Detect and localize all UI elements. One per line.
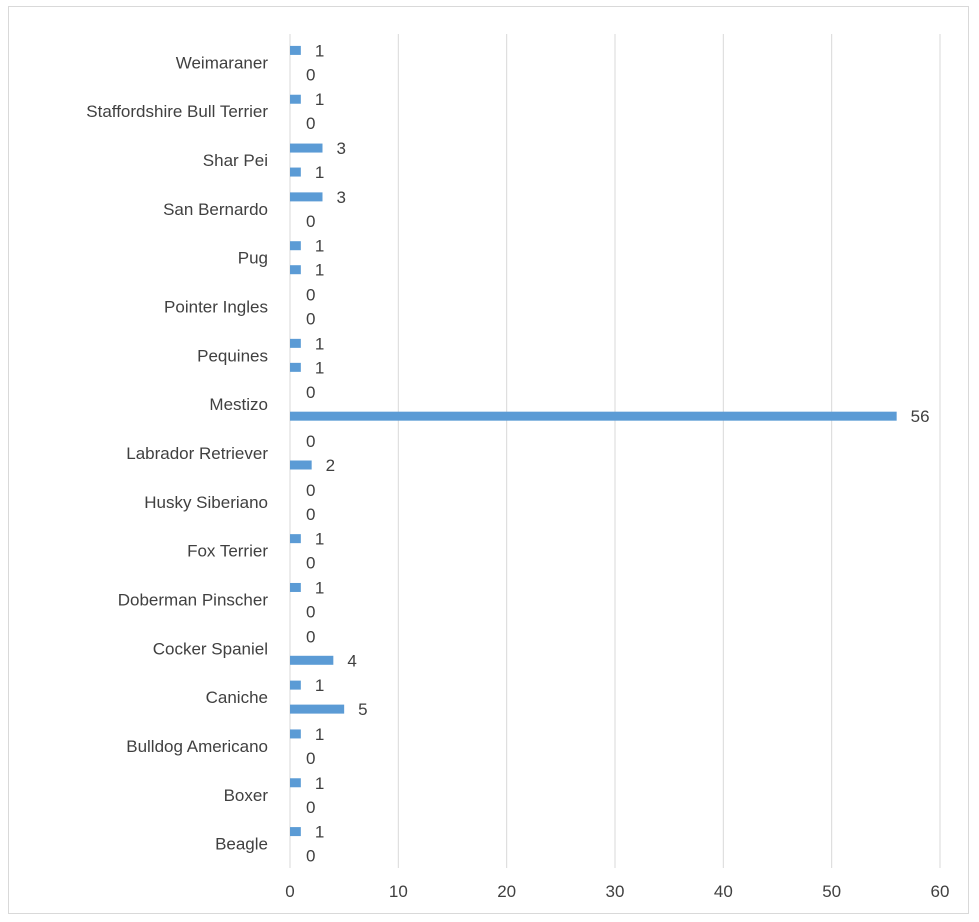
data-label: 1 — [315, 237, 324, 256]
bar — [290, 827, 301, 837]
data-label: 1 — [315, 578, 324, 597]
x-tick-label: 30 — [606, 882, 625, 901]
data-label: 1 — [315, 90, 324, 109]
data-label: 1 — [315, 41, 324, 60]
bar — [290, 192, 323, 202]
x-tick-label: 10 — [389, 882, 408, 901]
category-label: Pequines — [197, 346, 268, 365]
bar — [290, 582, 301, 592]
category-label: Pug — [238, 249, 268, 268]
category-label: San Bernardo — [163, 200, 268, 219]
bar — [290, 729, 301, 739]
x-tick-labels: 0 10 20 30 40 50 60 — [285, 882, 949, 901]
bar — [290, 94, 301, 104]
x-tick-label: 50 — [822, 882, 841, 901]
bar — [290, 143, 323, 153]
category-label: Caniche — [206, 688, 268, 707]
bars — [290, 45, 897, 837]
data-label: 1 — [315, 530, 324, 549]
bar — [290, 362, 301, 372]
category-label: Fox Terrier — [187, 542, 268, 561]
bar — [290, 167, 301, 177]
category-label: Staffordshire Bull Terrier — [86, 102, 268, 121]
data-label: 4 — [347, 651, 356, 670]
data-label: 2 — [326, 456, 335, 475]
category-label: Labrador Retriever — [126, 444, 268, 463]
data-label: 0 — [306, 627, 315, 646]
data-label: 0 — [306, 432, 315, 451]
category-labels: Beagle Boxer Bulldog Americano Caniche Cocke… — [86, 53, 268, 853]
data-label: 0 — [306, 310, 315, 329]
category-label: Weimaraner — [176, 53, 269, 72]
data-label: 56 — [911, 407, 930, 426]
category-label: Pointer Ingles — [164, 298, 268, 317]
chart-frame — [8, 6, 969, 914]
data-label: 0 — [306, 505, 315, 524]
bar — [290, 45, 301, 55]
x-tick-label: 40 — [714, 882, 733, 901]
data-label: 1 — [315, 334, 324, 353]
data-label: 0 — [306, 383, 315, 402]
data-label: 3 — [337, 188, 346, 207]
bar — [290, 680, 301, 690]
data-label: 1 — [315, 774, 324, 793]
data-label: 0 — [306, 65, 315, 84]
gridlines — [289, 34, 941, 868]
bar — [290, 241, 301, 251]
category-label: Doberman Pinscher — [118, 590, 269, 609]
data-label: 1 — [315, 261, 324, 280]
data-label: 0 — [306, 602, 315, 621]
data-label: 1 — [315, 725, 324, 744]
bar — [290, 265, 301, 275]
data-label: 0 — [306, 798, 315, 817]
category-label: Boxer — [224, 786, 269, 805]
data-label: 0 — [306, 554, 315, 573]
bar — [290, 411, 897, 421]
bar — [290, 655, 334, 665]
bar — [290, 460, 312, 470]
data-label: 0 — [306, 749, 315, 768]
data-label: 0 — [306, 286, 315, 305]
x-tick-label: 0 — [285, 882, 294, 901]
category-label: Beagle — [215, 835, 268, 854]
bar — [290, 778, 301, 788]
data-label: 1 — [315, 358, 324, 377]
category-label: Husky Siberiano — [144, 493, 268, 512]
category-label: Cocker Spaniel — [153, 639, 268, 658]
category-label: Shar Pei — [203, 151, 268, 170]
category-label: Mestizo — [209, 395, 268, 414]
bar — [290, 534, 301, 544]
data-label: 5 — [358, 700, 367, 719]
data-label: 0 — [306, 212, 315, 231]
bar — [290, 704, 345, 714]
x-tick-label: 20 — [497, 882, 516, 901]
data-label: 0 — [306, 481, 315, 500]
data-label: 3 — [337, 139, 346, 158]
data-label: 0 — [306, 114, 315, 133]
x-tick-label: 60 — [931, 882, 950, 901]
data-label: 1 — [315, 676, 324, 695]
category-label: Bulldog Americano — [126, 737, 268, 756]
data-label: 0 — [306, 847, 315, 866]
bar — [290, 338, 301, 348]
data-label: 1 — [315, 823, 324, 842]
data-label: 1 — [315, 163, 324, 182]
